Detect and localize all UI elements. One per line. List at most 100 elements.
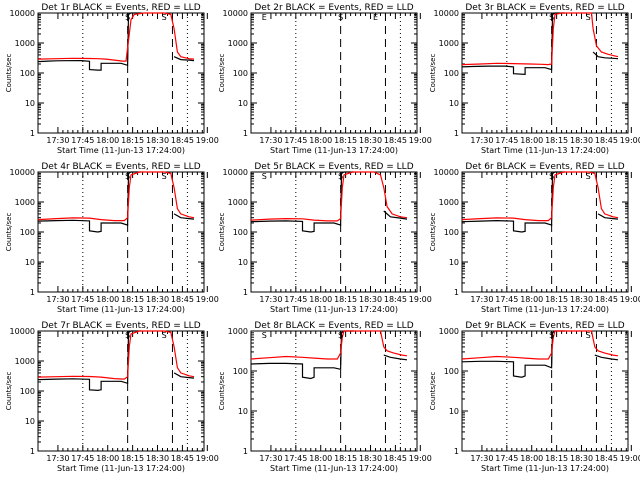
lld-series-line (462, 172, 618, 221)
plot-frame (462, 331, 628, 451)
x-tick-label: 17:45 (71, 454, 94, 463)
x-tick-label: 18:00 (520, 454, 543, 463)
x-tick-label: 18:15 (334, 454, 357, 463)
y-tick-label: 10 (25, 258, 35, 267)
flag-marker-label: S (549, 331, 554, 340)
y-tick-label: 100 (444, 367, 459, 376)
y-tick-label: 1 (30, 288, 35, 297)
x-axis-label: Start Time (11-Jun-13 17:24:00) (270, 464, 398, 473)
y-tick-label: 10 (449, 99, 459, 108)
events-series-line (462, 172, 565, 232)
flag-marker-label: S (586, 13, 591, 22)
panel-det-9: Det 9r BLACK = Events, RED = LLD Counts/s… (429, 321, 640, 473)
events-series-line (38, 172, 141, 232)
x-tick-label: 18:15 (545, 136, 568, 145)
x-tick-label: 18:00 (96, 454, 119, 463)
plot-frame (462, 172, 628, 292)
x-tick-label: 18:45 (171, 136, 194, 145)
y-tick-label: 10 (25, 99, 35, 108)
x-tick-label: 17:45 (495, 295, 518, 304)
y-tick-label: 10000 (434, 168, 459, 177)
plot-frame (462, 13, 628, 133)
x-tick-label: 19:00 (196, 295, 219, 304)
y-axis-label: Counts/sec (5, 372, 13, 411)
x-axis-label: Start Time (11-Jun-13 17:24:00) (57, 146, 185, 155)
x-tick-label: 18:15 (545, 454, 568, 463)
plot-frame (251, 331, 417, 451)
x-tick-label: 18:45 (595, 295, 618, 304)
y-tick-label: 100 (233, 228, 248, 237)
plot-frame (38, 331, 204, 451)
x-tick-label: 18:15 (334, 136, 357, 145)
x-tick-label: 17:30 (46, 136, 69, 145)
y-axis-label: Counts/sec (5, 54, 13, 93)
x-tick-label: 17:30 (46, 295, 69, 304)
x-tick-label: 17:30 (470, 454, 493, 463)
y-tick-label: 10 (449, 407, 459, 416)
y-axis-label: Counts/sec (218, 54, 226, 93)
flag-marker-label: S (125, 172, 130, 181)
y-tick-label: 10000 (223, 9, 248, 18)
x-tick-label: 19:00 (196, 136, 219, 145)
y-tick-label: 10000 (223, 168, 248, 177)
x-tick-label: 19:00 (196, 454, 219, 463)
y-tick-label: 1000 (439, 198, 459, 207)
flag-marker-label: S (162, 13, 167, 22)
x-tick-label: 18:15 (121, 136, 144, 145)
y-tick-label: 100 (444, 69, 459, 78)
x-tick-label: 17:45 (284, 454, 307, 463)
x-tick-label: 18:45 (595, 136, 618, 145)
flag-marker-label: S (586, 172, 591, 181)
x-tick-label: 18:45 (384, 454, 407, 463)
x-axis-label: Start Time (11-Jun-13 17:24:00) (57, 464, 185, 473)
x-tick-label: 19:00 (620, 136, 640, 145)
x-tick-label: 18:30 (146, 454, 169, 463)
x-tick-label: 18:00 (309, 295, 332, 304)
panel-title: Det 3r BLACK = Events, RED = LLD (465, 3, 624, 13)
panel-title: Det 2r BLACK = Events, RED = LLD (254, 3, 413, 13)
x-tick-label: 18:15 (121, 295, 144, 304)
flag-marker-label: S (162, 331, 167, 340)
x-tick-label: 18:15 (334, 295, 357, 304)
x-tick-label: 18:00 (520, 295, 543, 304)
x-tick-label: 18:00 (520, 136, 543, 145)
flag-marker-label: S (338, 331, 343, 340)
x-tick-label: 17:30 (470, 295, 493, 304)
panel-det-2: Det 2r BLACK = Events, RED = LLD Counts/s… (218, 3, 432, 155)
y-tick-label: 10000 (434, 9, 459, 18)
y-tick-label: 10000 (10, 327, 35, 336)
x-tick-label: 18:15 (545, 295, 568, 304)
x-tick-label: 18:30 (146, 136, 169, 145)
y-tick-label: 10 (238, 99, 248, 108)
y-axis-label: Counts/sec (429, 372, 437, 411)
lld-series-line (462, 331, 618, 359)
x-tick-label: 18:00 (309, 454, 332, 463)
panel-title: Det 6r BLACK = Events, RED = LLD (465, 162, 624, 172)
x-tick-label: 17:45 (284, 136, 307, 145)
y-tick-label: 10 (25, 417, 35, 426)
flag-marker-label: S (162, 172, 167, 181)
x-tick-label: 18:30 (146, 295, 169, 304)
y-tick-label: 1000 (15, 198, 35, 207)
x-tick-label: 17:45 (284, 295, 307, 304)
plot-frame (38, 13, 204, 133)
panel-det-7: Det 7r BLACK = Events, RED = LLD Counts/s… (5, 321, 219, 473)
x-tick-label: 18:00 (309, 136, 332, 145)
y-tick-label: 10 (449, 258, 459, 267)
y-axis-label: Counts/sec (429, 54, 437, 93)
x-tick-label: 17:45 (71, 295, 94, 304)
x-tick-label: 18:45 (171, 454, 194, 463)
x-tick-label: 17:45 (495, 454, 518, 463)
panel-title: Det 7r BLACK = Events, RED = LLD (41, 321, 200, 331)
y-tick-label: 1000 (439, 39, 459, 48)
x-tick-label: 18:45 (384, 136, 407, 145)
panel-det-1: Det 1r BLACK = Events, RED = LLD Counts/s… (5, 3, 219, 155)
flag-marker-label: S (262, 172, 267, 181)
x-tick-label: 18:45 (595, 454, 618, 463)
lld-series-line (38, 13, 194, 61)
x-tick-label: 17:30 (259, 454, 282, 463)
panel-det-5: Det 5r BLACK = Events, RED = LLDCounts/s… (218, 162, 432, 314)
y-tick-label: 10 (238, 258, 248, 267)
y-tick-label: 1000 (15, 39, 35, 48)
